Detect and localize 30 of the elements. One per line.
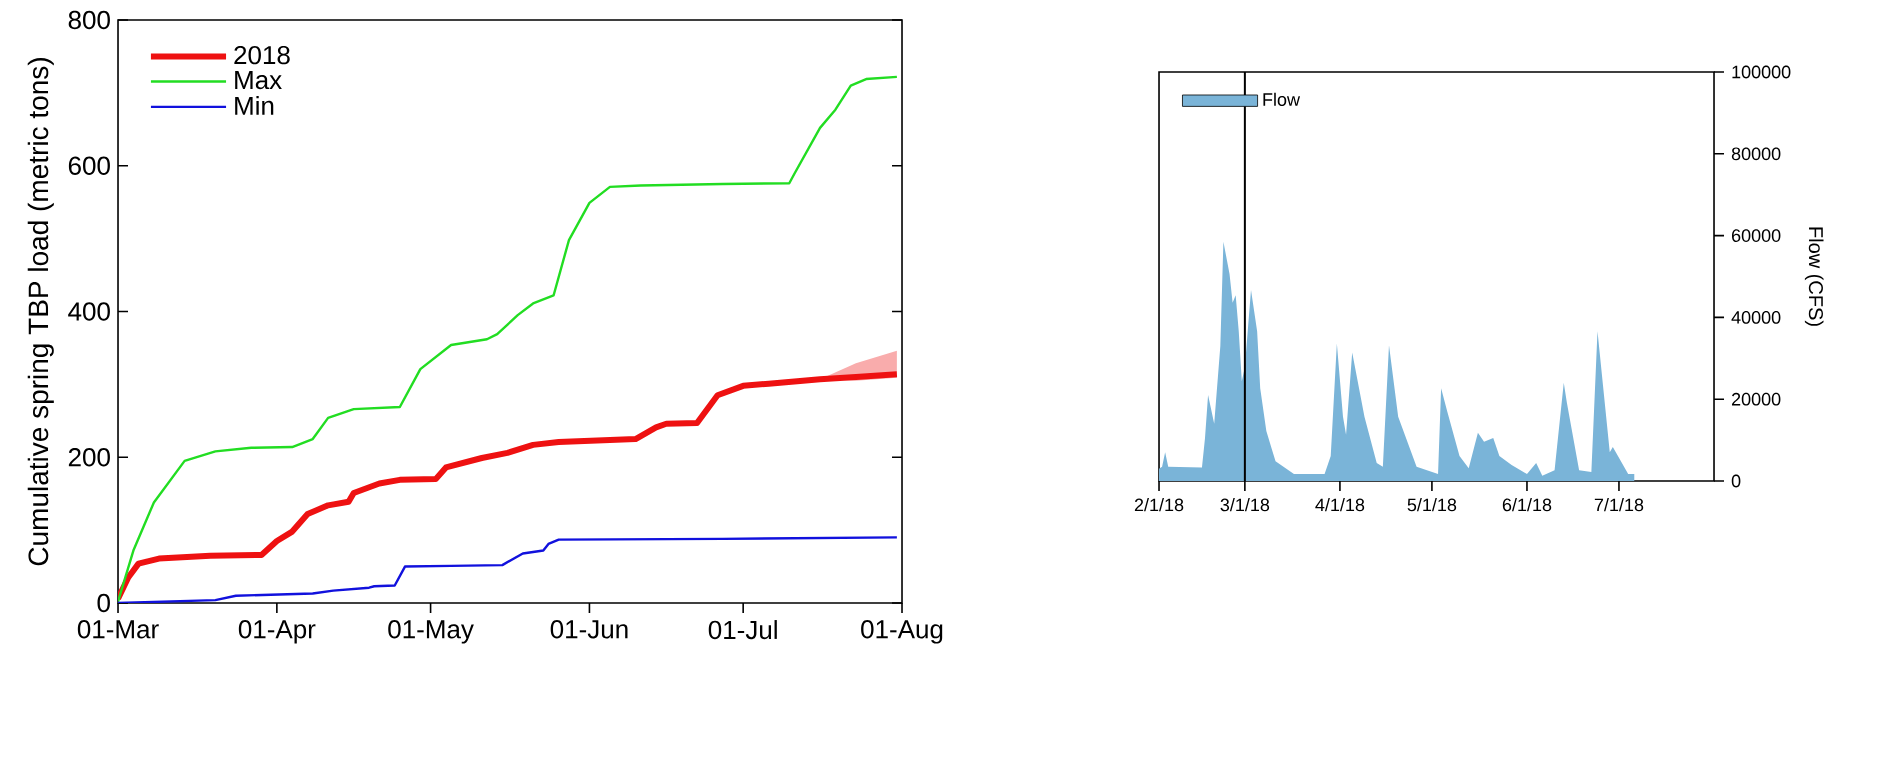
x-tick-label: 01-Aug (861, 620, 943, 644)
line-series (118, 536, 899, 603)
y2-tick-label: 100000 (1732, 65, 1791, 79)
y-tick-label: 600 (68, 156, 110, 175)
x-tick-label: 01-Jun (550, 620, 628, 639)
y2-tick-label: 60000 (1731, 229, 1781, 242)
x-tick-label: 01-Apr (238, 620, 316, 644)
x-tick-label: 01-Jul (708, 620, 777, 640)
x-tick-label: 7/1/18 (1594, 498, 1644, 512)
y-tick-label: 200 (68, 448, 110, 467)
y-tick-label: 0 (97, 593, 110, 613)
x-tick-label: 4/1/18 (1315, 498, 1365, 512)
y2-tick-label: 80000 (1731, 147, 1781, 161)
x-tick-label: 3/1/18 (1220, 498, 1270, 512)
legend-label: Min (235, 95, 274, 115)
y-axis-title: Cumulative spring TBP load (metric tons) (27, 58, 54, 566)
x-tick-label: 6/1/18 (1502, 498, 1552, 512)
x-tick-label: 5/1/18 (1407, 498, 1457, 512)
y2-tick-label: 0 (1731, 474, 1741, 488)
y-tick-label: 400 (68, 302, 110, 321)
y2-tick-label: 40000 (1731, 311, 1781, 324)
legend-label: Max (235, 71, 282, 90)
y-tick-label: 800 (68, 10, 110, 30)
legend-label: Flow (1263, 92, 1301, 106)
legend-label: 2018 (234, 45, 290, 65)
x-tick-label: 01-May (388, 620, 474, 644)
y2-axis-title: Flow (CFS) (1804, 227, 1824, 326)
y2-tick-label: 20000 (1731, 392, 1781, 406)
x-tick-label: 2/1/18 (1134, 498, 1184, 512)
x-tick-label: 01-Mar (77, 620, 159, 639)
